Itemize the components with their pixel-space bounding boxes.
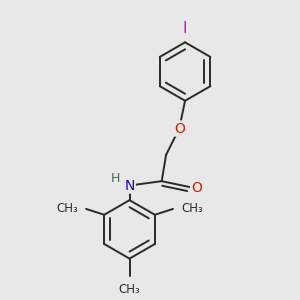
Text: N: N <box>124 178 135 193</box>
Text: I: I <box>183 21 187 36</box>
Text: CH₃: CH₃ <box>181 202 203 215</box>
Text: O: O <box>174 122 185 136</box>
Text: CH₃: CH₃ <box>119 284 140 296</box>
Text: O: O <box>191 181 202 195</box>
Text: H: H <box>111 172 120 185</box>
Text: CH₃: CH₃ <box>56 202 78 215</box>
